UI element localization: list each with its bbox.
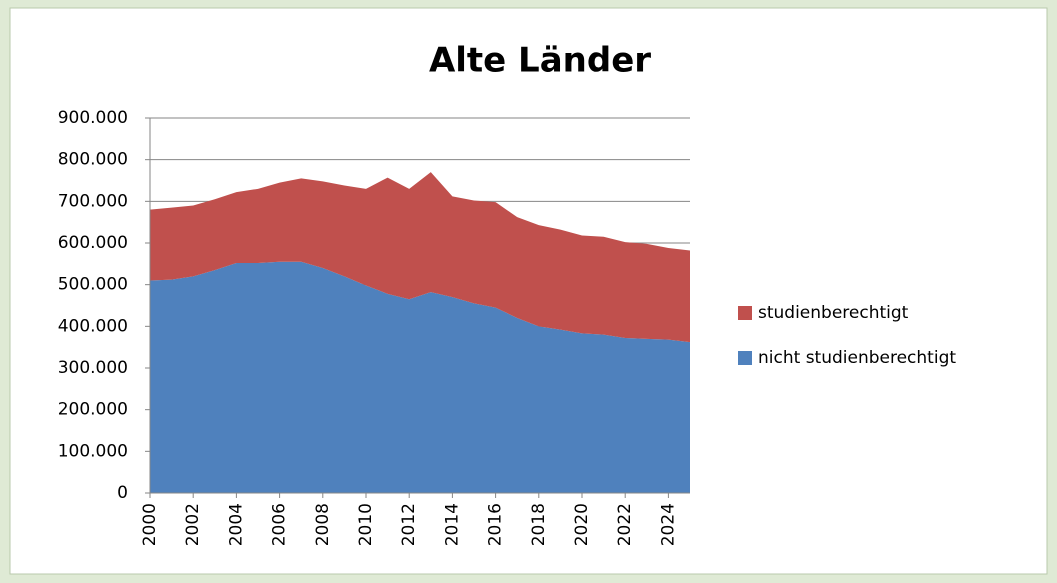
x-tick-label: 2002 (183, 503, 203, 546)
y-tick-label: 900.000 (58, 108, 128, 128)
y-tick-label: 800.000 (58, 150, 128, 170)
x-tick-label: 2010 (356, 503, 376, 546)
y-tick-label: 500.000 (58, 275, 128, 295)
y-tick-label: 100.000 (58, 441, 128, 461)
x-tick-label: 2008 (313, 503, 333, 546)
x-tick-label: 2014 (442, 503, 462, 546)
area (150, 172, 690, 343)
legend-swatch (738, 306, 752, 320)
chart-title: Alte Länder (429, 41, 651, 81)
area (150, 261, 690, 493)
y-tick-label: 400.000 (58, 316, 128, 336)
y-tick-label: 0 (117, 483, 128, 503)
legend-swatch (738, 351, 752, 365)
x-tick-label: 2020 (572, 503, 592, 546)
y-tick-label: 200.000 (58, 400, 128, 420)
y-tick-label: 300.000 (58, 358, 128, 378)
x-tick-label: 2012 (399, 503, 419, 546)
x-tick-label: 2022 (615, 503, 635, 546)
x-tick-label: 2024 (658, 503, 678, 546)
legend-label: nicht studienberechtigt (758, 348, 956, 368)
y-tick-label: 600.000 (58, 233, 128, 253)
x-tick-label: 2018 (529, 503, 549, 546)
x-tick-label: 2006 (270, 503, 290, 546)
legend-label: studienberechtigt (758, 303, 909, 323)
x-tick-label: 2000 (140, 503, 160, 546)
x-tick-label: 2004 (226, 503, 246, 546)
x-tick-label: 2016 (486, 503, 506, 546)
y-tick-label: 700.000 (58, 191, 128, 211)
